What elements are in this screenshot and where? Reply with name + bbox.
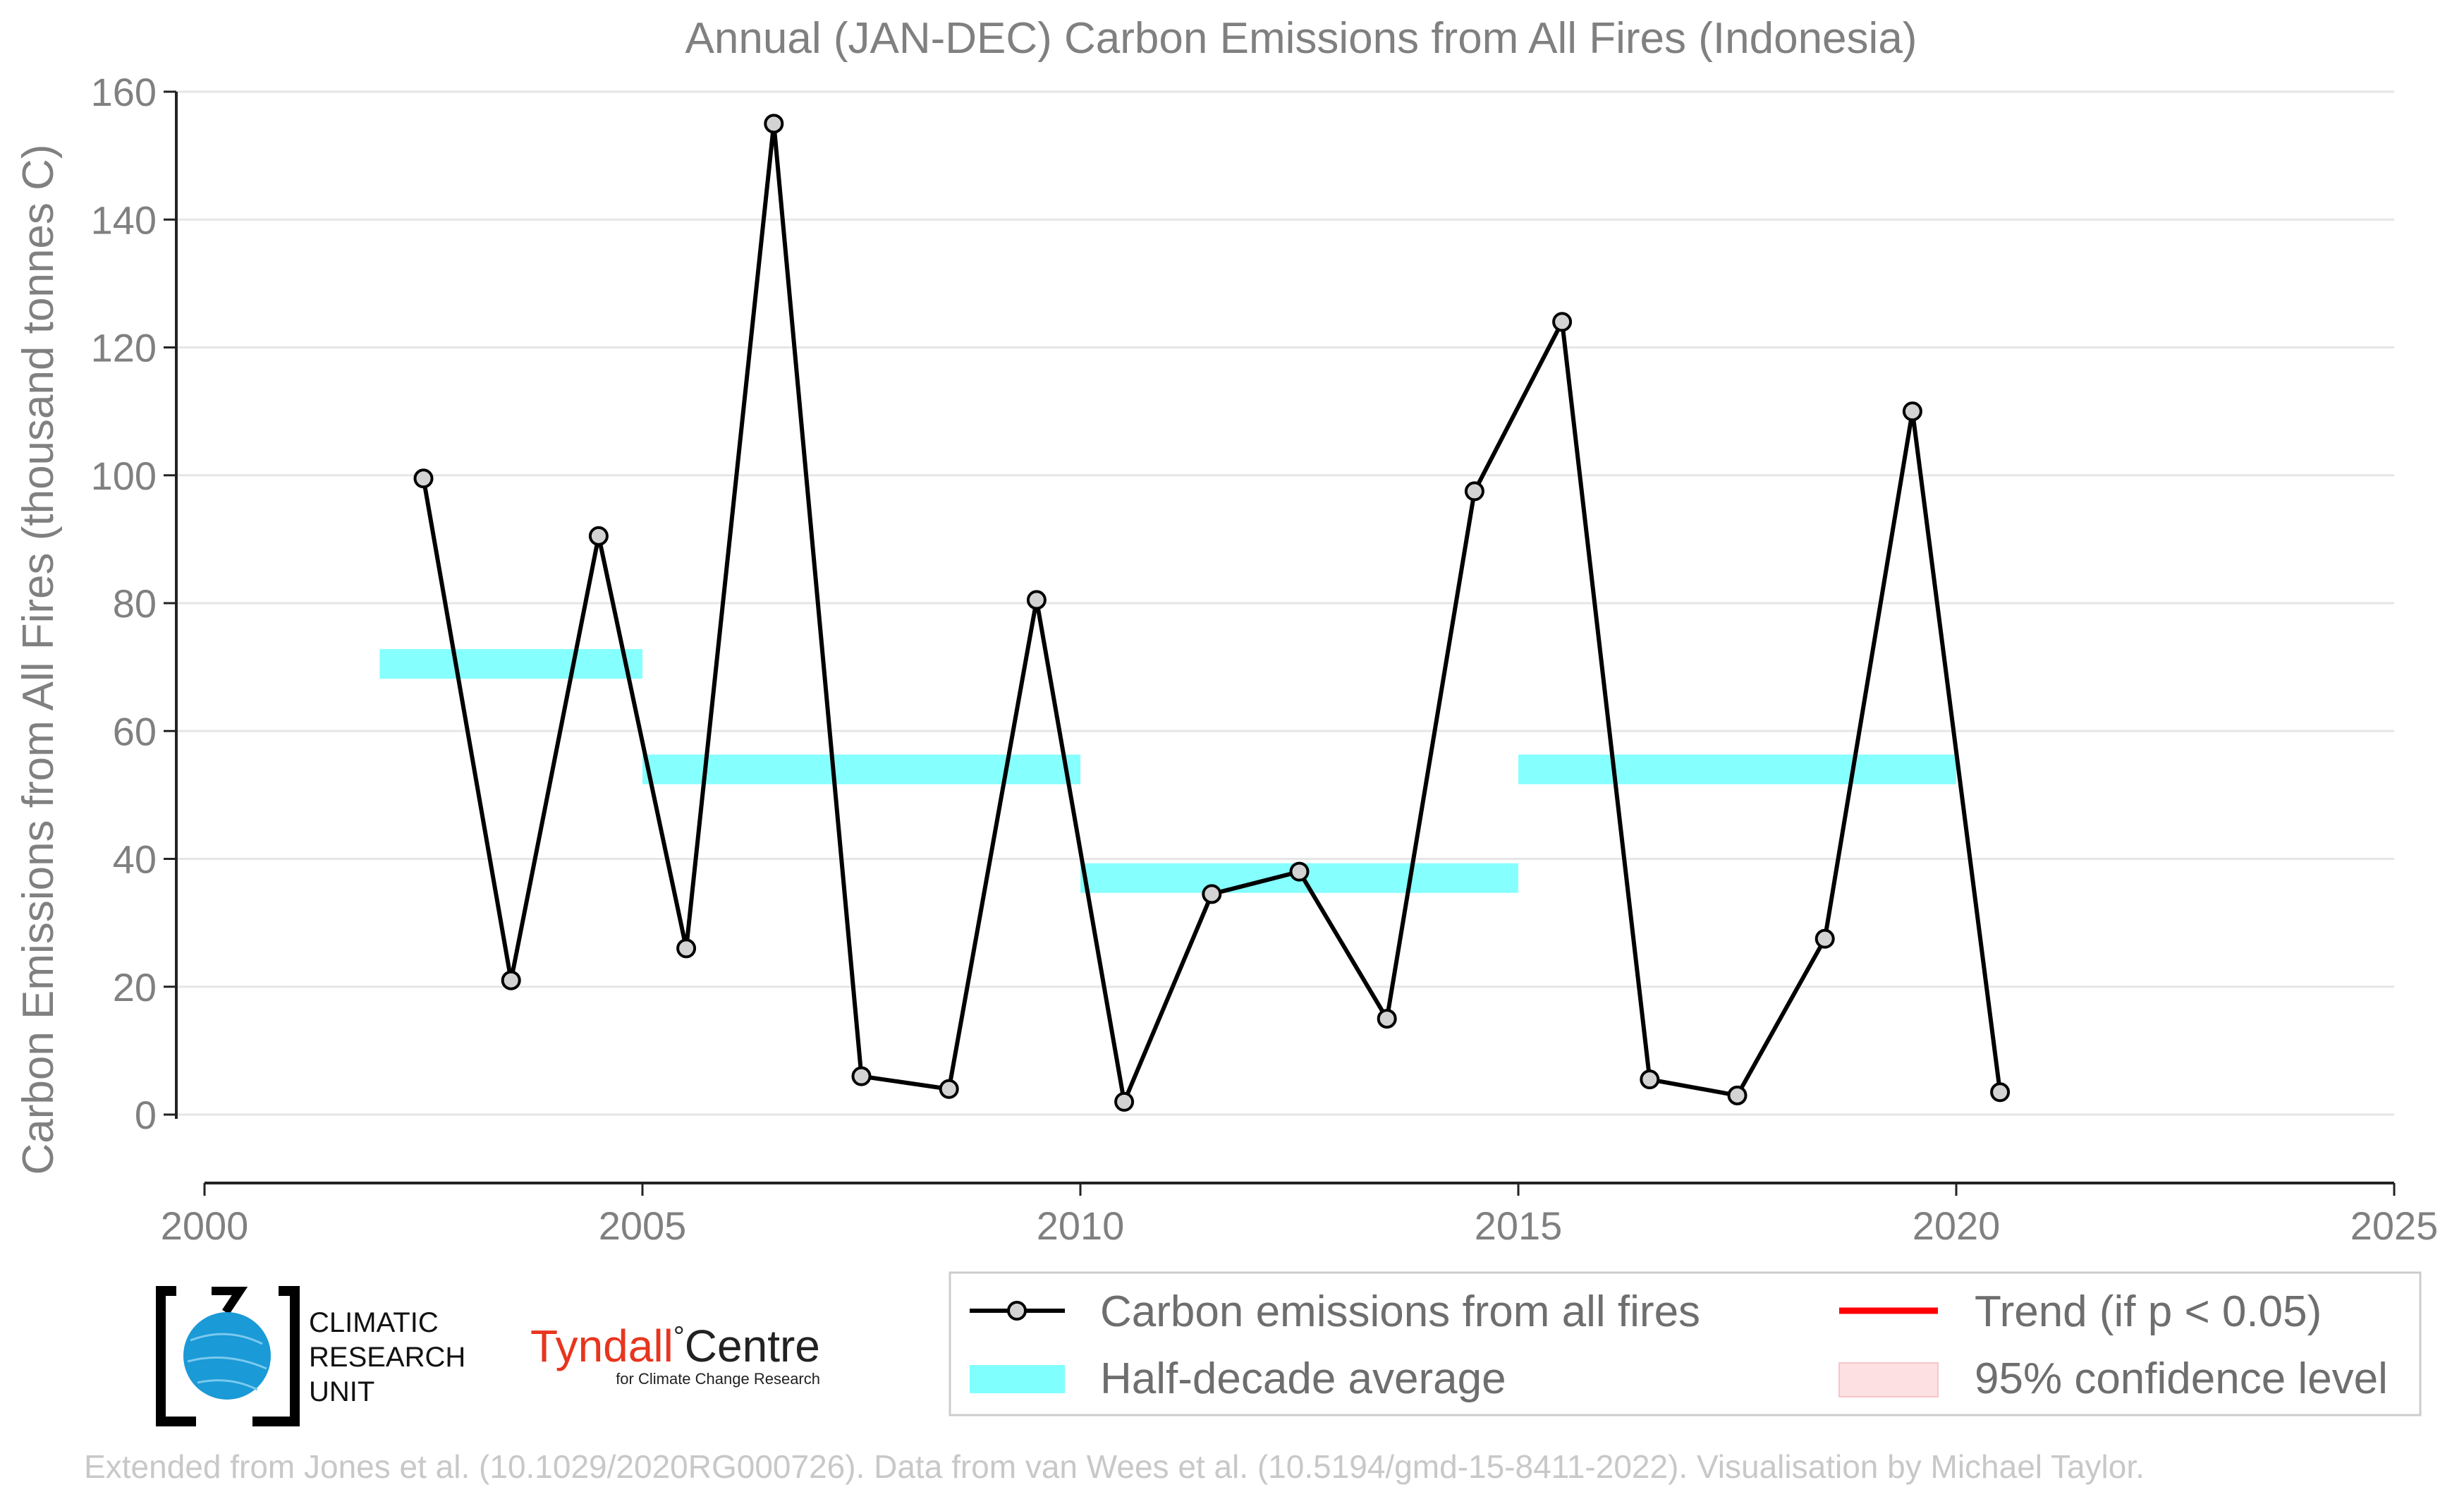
data-point-2016.5 [1640,1069,1660,1090]
y-tick-label-40: 40 [113,837,157,882]
data-point-2005.5 [676,938,697,959]
series-line-0 [421,121,2003,1104]
cru-logo-text-2: RESEARCH [309,1342,465,1373]
tyndall-logo: Tyndall°Centre for Climate Change Resear… [530,1321,820,1388]
tyndall-logo-degree: ° [673,1321,685,1352]
data-point-2015.5 [1552,312,1573,332]
x-tick-label-2010: 2010 [1037,1203,1125,1248]
x-tick-label-2020: 2020 [1913,1203,2001,1248]
y-tick-label-160: 160 [91,70,157,114]
gridlines [176,90,2394,1116]
cru-logo-text-3: UNIT [309,1376,374,1407]
legend-label-trend: Trend (if p < 0.05) [1975,1287,2322,1336]
series-layer [413,114,2011,1112]
x-tick-label-2000: 2000 [161,1203,249,1248]
y-tick-label-100: 100 [91,454,157,498]
x-tick-label-2005: 2005 [599,1203,687,1248]
cru-logo-bracket [156,1286,300,1426]
legend-label-confidence: 95% confidence level [1975,1354,2388,1403]
data-point-2004.5 [588,526,609,546]
tyndall-logo-centre: Centre [685,1321,820,1371]
axes: 0 20 40 60 80 100 120 140 160 2000 2005 2010 2015 202… [91,70,2439,1248]
data-point-2013.5 [1377,1009,1397,1029]
credit-line: Extended from Jones et al. (10.1029/2020… [84,1448,2145,1485]
tyndall-logo-subtitle: for Climate Change Research [616,1370,820,1388]
x-tick-label-2015: 2015 [1475,1203,1563,1248]
data-point-2008.5 [939,1079,959,1099]
half-decade-band-0 [379,649,642,679]
x-tick-label-2025: 2025 [2350,1203,2439,1248]
data-point-2012.5 [1289,861,1310,882]
legend-swatch-half-decade [970,1365,1065,1393]
y-tick-label-60: 60 [113,709,157,753]
data-point-2010.5 [1114,1091,1135,1112]
half-decade-bands [379,649,1956,893]
tyndall-logo-text: Tyndall°Centre [530,1321,820,1371]
data-point-2019.5 [1902,401,1922,422]
legend-label-half-decade: Half-decade average [1100,1354,1506,1403]
y-tick-label-0: 0 [135,1093,157,1137]
legend-frame [949,1271,2422,1417]
y-tick-label-20: 20 [113,965,157,1009]
data-point-2003.5 [501,970,521,990]
globe-icon-lines [187,1333,267,1391]
globe-icon [183,1312,271,1400]
data-point-2009.5 [1026,590,1047,610]
cru-logo: CLIMATIC RESEARCH UNIT [156,1286,465,1426]
data-point-2011.5 [1202,884,1222,904]
half-decade-band-3 [1518,754,1956,784]
cru-logo-text-1: CLIMATIC [309,1307,439,1338]
chart-title: Annual (JAN-DEC) Carbon Emissions from A… [685,14,1917,63]
data-point-2014.5 [1464,481,1484,502]
legend-swatch-emissions-marker [1007,1301,1027,1321]
data-point-2020.5 [1990,1082,2011,1103]
cru-logo-slash [212,1287,248,1315]
y-tick-label-140: 140 [91,198,157,242]
data-point-2017.5 [1727,1085,1748,1105]
data-point-2018.5 [1815,928,1835,949]
y-tick-label-120: 120 [91,326,157,370]
data-point-2006.5 [764,114,784,134]
tyndall-logo-main: Tyndall [530,1321,673,1371]
legend-swatch-confidence [1838,1362,1939,1397]
data-point-2002.5 [413,468,434,489]
y-tick-label-80: 80 [113,581,157,626]
legend: Carbon emissions from all fires Trend (i… [949,1271,2422,1417]
data-point-2007.5 [851,1066,872,1086]
y-axis-label: Carbon Emissions from All Fires (thousan… [14,144,63,1175]
legend-label-emissions: Carbon emissions from all fires [1100,1287,1700,1336]
